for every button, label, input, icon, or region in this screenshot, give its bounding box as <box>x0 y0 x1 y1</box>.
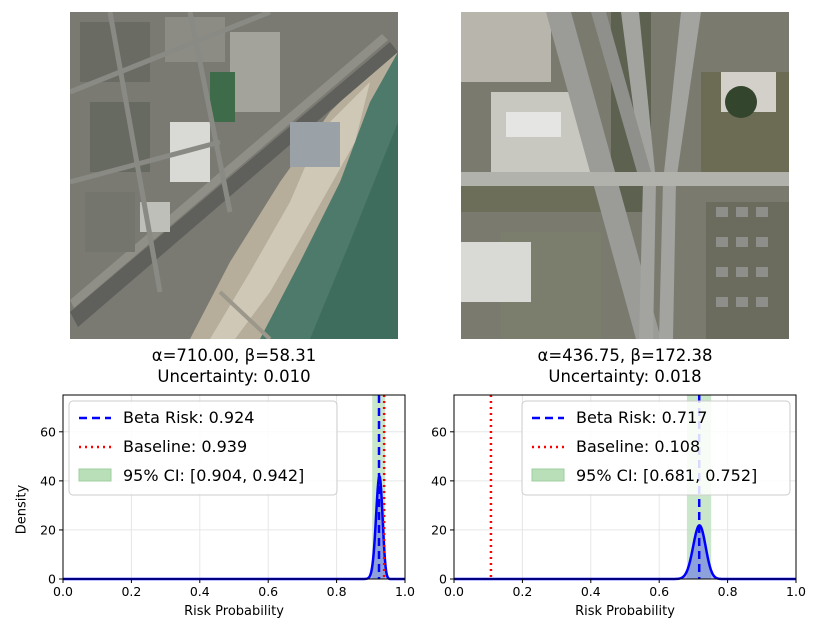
legend-label: Baseline: 0.939 <box>123 437 247 456</box>
y-tick-label: 0 <box>439 572 447 587</box>
y-tick-label: 60 <box>40 424 56 439</box>
legend-box <box>521 400 791 496</box>
x-axis-label: Risk Probability <box>184 604 284 619</box>
plot-frame <box>453 394 797 580</box>
aerial-image-right <box>461 12 789 339</box>
panel-title-params: α=436.75, β=172.38 <box>537 346 713 365</box>
legend-label: Beta Risk: 0.717 <box>576 408 707 427</box>
panel-title-uncertainty: Uncertainty: 0.010 <box>157 367 311 386</box>
x-tick-label: 0.2 <box>121 584 141 599</box>
x-tick-label: 0.8 <box>327 584 347 599</box>
y-tick-label: 60 <box>431 424 447 439</box>
panel-title-params: α=710.00, β=58.31 <box>151 346 317 365</box>
y-tick-label: 20 <box>431 522 447 537</box>
x-tick-label: 0.4 <box>581 584 601 599</box>
legend-label: Beta Risk: 0.924 <box>123 408 254 427</box>
x-tick-label: 1.0 <box>786 584 806 599</box>
y-tick-label: 40 <box>431 473 447 488</box>
density-charts: 0.0 0.2 0.4 0.6 0.8 1.0 0 20 40 60 Risk Probabilit… <box>40 394 806 619</box>
panel-title-left: α=710.00, β=58.31 Uncertainty: 0.010 <box>64 345 404 387</box>
density-fill <box>454 525 796 579</box>
y-tick-label: 20 <box>40 522 56 537</box>
x-tick-label: 0.6 <box>649 584 669 599</box>
y-tick-label: 0 <box>48 572 56 587</box>
legend-label: 95% CI: [0.904, 0.942] <box>123 466 304 485</box>
legend-box <box>68 400 338 496</box>
y-tick-label: 40 <box>40 473 56 488</box>
plot-frame <box>62 394 406 580</box>
panel-title-right: α=436.75, β=172.38 Uncertainty: 0.018 <box>455 345 795 387</box>
x-tick-label: 1.0 <box>395 584 415 599</box>
legend-swatch-ci <box>531 468 565 482</box>
x-tick-label: 0.4 <box>190 584 210 599</box>
x-axis-label: Risk Probability <box>575 604 675 619</box>
x-tick-label: 0.6 <box>258 584 278 599</box>
x-tick-label: 0.0 <box>53 584 73 599</box>
density-curve <box>454 524 796 581</box>
x-tick-label: 0.2 <box>512 584 532 599</box>
legend-swatch-ci <box>78 468 112 482</box>
legend-label: Baseline: 0.108 <box>576 437 700 456</box>
aerial-image-left <box>70 12 398 339</box>
legend-label: 95% CI: [0.681, 0.752] <box>576 466 757 485</box>
panel-title-uncertainty: Uncertainty: 0.018 <box>548 367 702 386</box>
x-tick-label: 0.0 <box>444 584 464 599</box>
x-tick-label: 0.8 <box>718 584 738 599</box>
